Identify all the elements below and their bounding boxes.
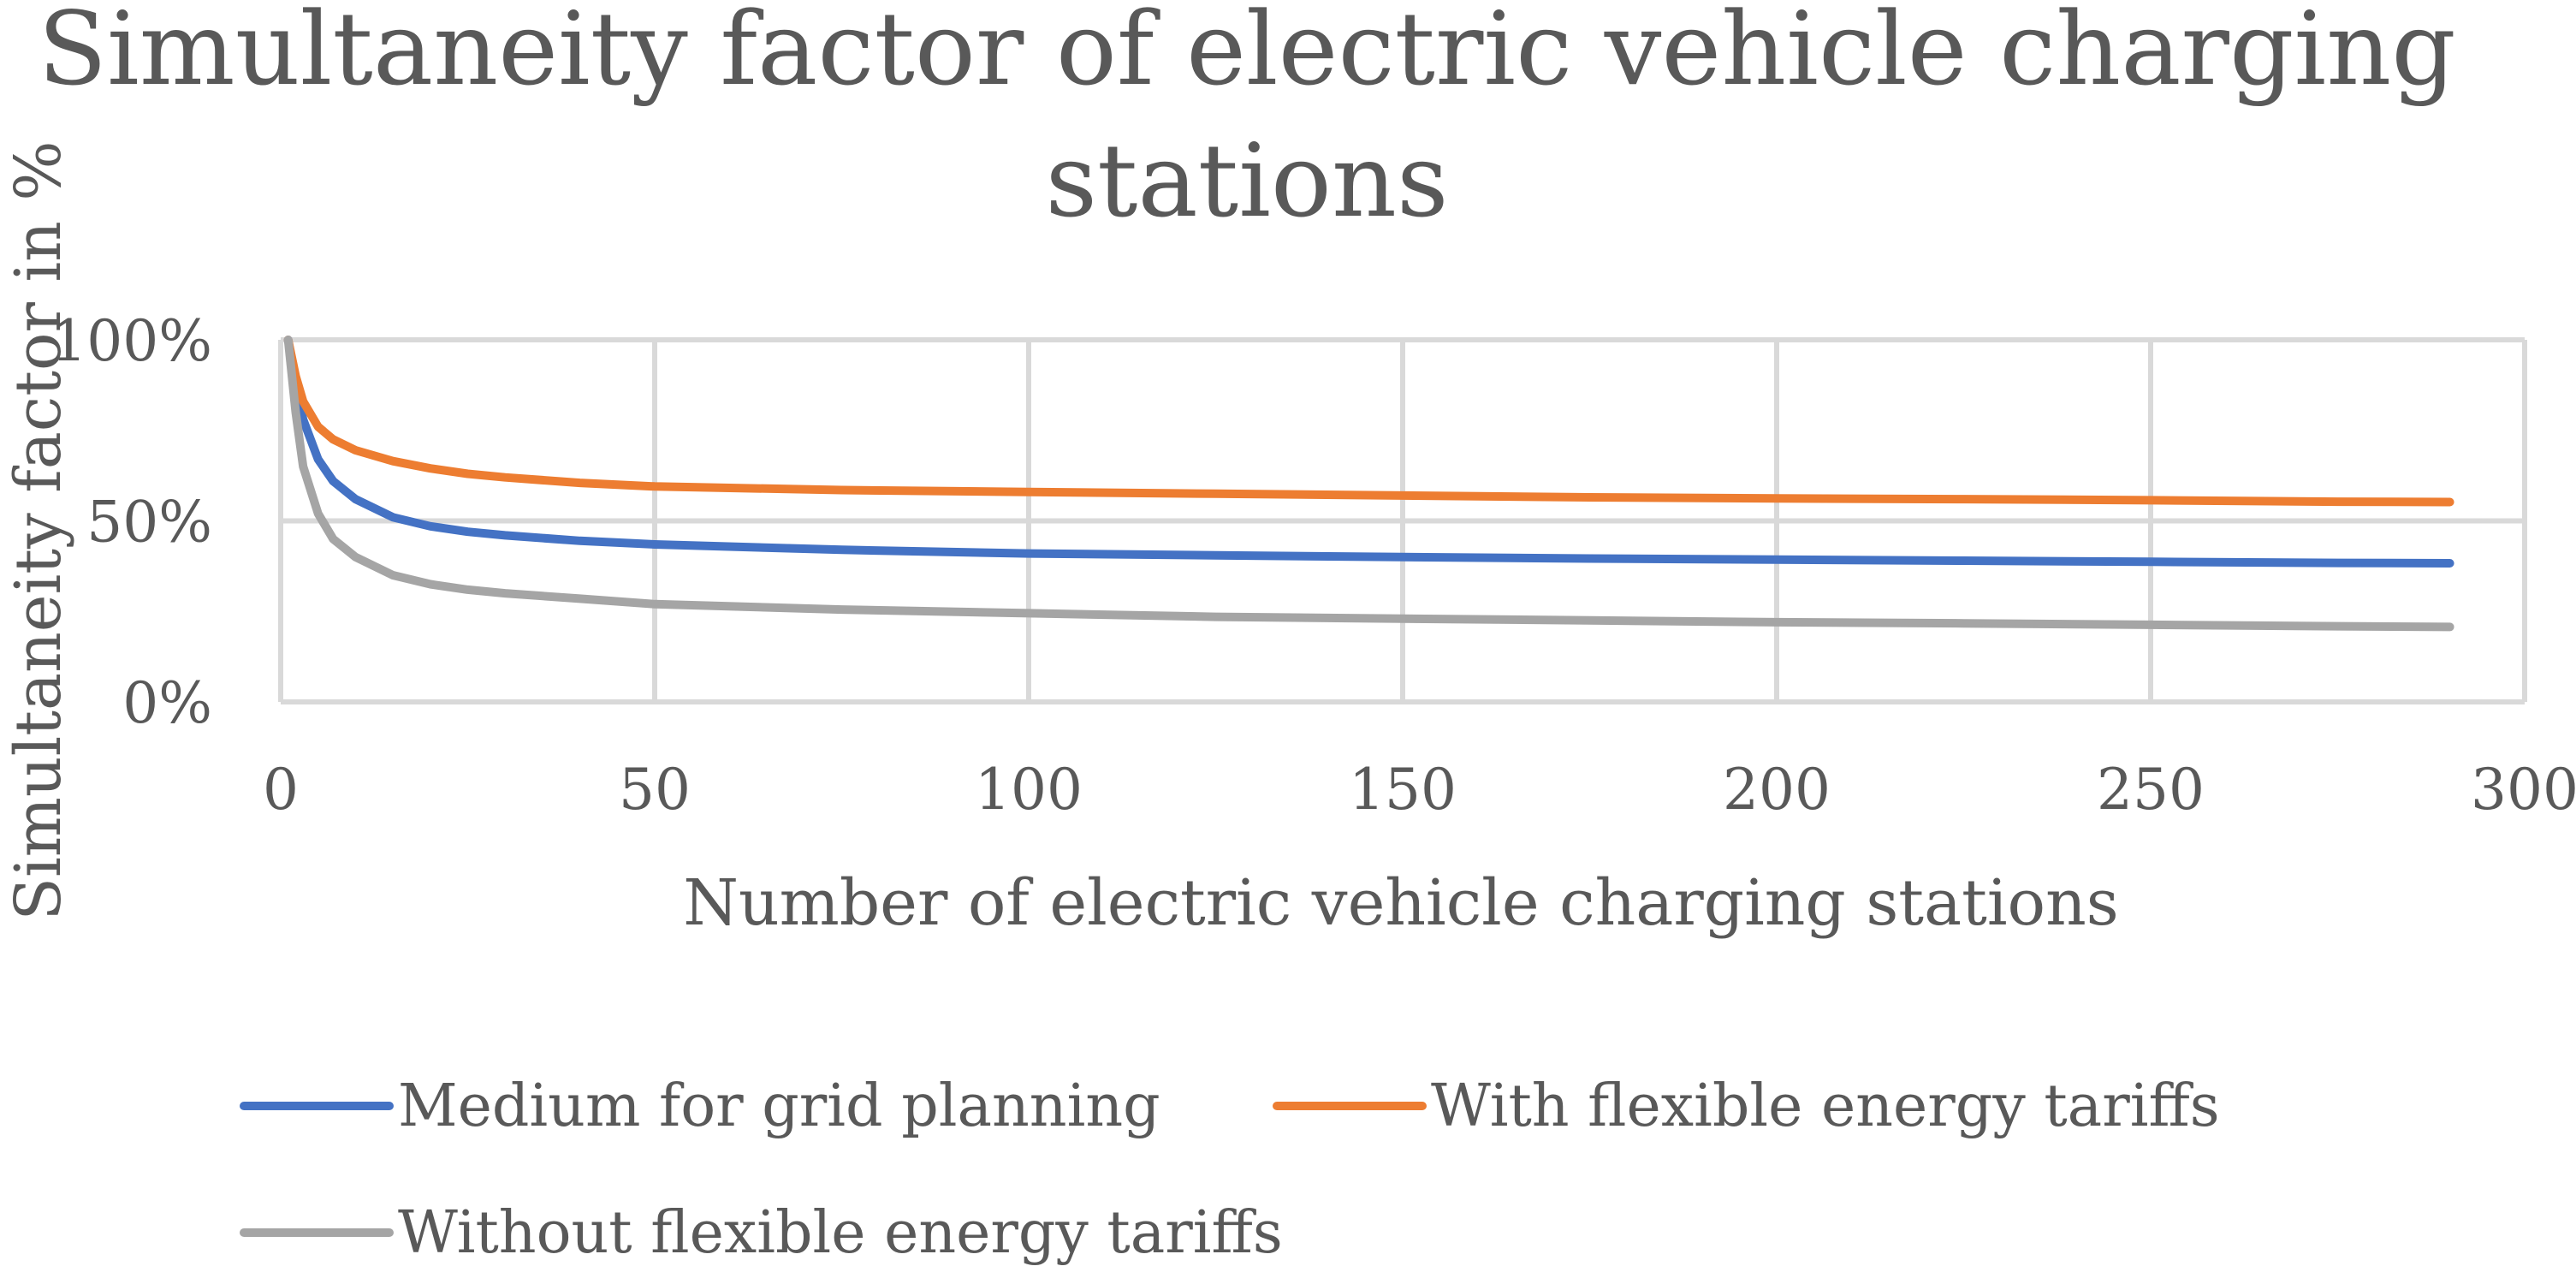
y-axis-title: Simultaneity factor in % <box>2 140 75 920</box>
legend-label-1: Medium for grid planning <box>398 1073 1160 1140</box>
x-tick-label: 300 <box>2471 757 2576 823</box>
series-line-2 <box>283 336 2454 507</box>
x-tick-label: 100 <box>975 757 1083 823</box>
axes <box>278 340 2525 704</box>
series-line-1 <box>283 336 2454 568</box>
chart-title-line-2: stations <box>1045 122 1448 240</box>
tick-labels: 0 50 100 150 200 250 300 0% 50% 100% <box>50 308 2576 823</box>
legend-label-3: Without flexible energy tariffs <box>398 1199 1283 1267</box>
x-tick-label: 250 <box>2097 757 2205 823</box>
x-tick-label: 150 <box>1349 757 1457 823</box>
y-tick-label: 50% <box>86 490 212 556</box>
x-axis-title: Number of electric vehicle charging stat… <box>683 866 2119 940</box>
x-tick-label: 200 <box>1723 757 1831 823</box>
chart-title: Simultaneity factor of electric vehicle … <box>38 0 2456 240</box>
y-tick-label: 0% <box>122 670 212 736</box>
legend: Medium for grid planning With flexible en… <box>240 1073 2220 1267</box>
plot-series <box>283 336 2454 632</box>
legend-label-2: With flexible energy tariffs <box>1431 1073 2220 1140</box>
y-tick-label: 100% <box>50 308 212 374</box>
gridlines <box>281 337 2527 702</box>
x-tick-label: 50 <box>619 757 691 823</box>
chart-title-line-1: Simultaneity factor of electric vehicle … <box>38 0 2456 108</box>
x-tick-label: 0 <box>263 757 299 823</box>
series-line-3 <box>283 336 2454 632</box>
